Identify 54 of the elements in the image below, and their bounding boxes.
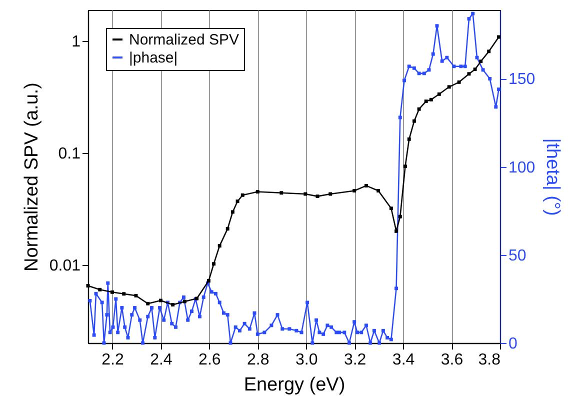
x-tick-label: 2.8	[247, 352, 270, 368]
point	[424, 100, 428, 104]
y2-axis-title: |theta| (°)	[542, 138, 564, 216]
point	[437, 92, 441, 96]
point	[98, 288, 102, 292]
x-tick-label: 3.6	[440, 352, 464, 368]
point	[364, 184, 368, 188]
point	[429, 98, 433, 102]
x-tick-label: 2.2	[102, 352, 124, 368]
y2-tick-label: 0	[508, 336, 518, 352]
point	[447, 85, 451, 89]
point	[280, 191, 284, 195]
point	[226, 227, 230, 231]
point	[352, 188, 356, 192]
y-tick-label: 0.01	[49, 257, 81, 274]
y2-tick-label: 50	[508, 247, 526, 264]
y2-tick-label: 100	[508, 159, 536, 176]
y-tick-label: 0.1	[58, 146, 81, 163]
x-tick-label: 3.2	[344, 352, 366, 368]
point	[230, 210, 234, 214]
point	[404, 164, 407, 168]
point	[218, 244, 222, 248]
x-axis-title: Energy (eV)	[244, 374, 346, 396]
point	[122, 292, 126, 296]
point	[467, 72, 471, 76]
point	[389, 206, 393, 210]
point	[407, 137, 411, 141]
point	[376, 188, 380, 192]
x-tick-label: 3.8	[478, 352, 501, 368]
legend-label: Normalized SPV	[129, 32, 240, 48]
point	[171, 302, 175, 306]
x-tick-label: 2.6	[198, 352, 221, 368]
point	[394, 229, 398, 233]
point	[417, 107, 421, 111]
point	[398, 214, 402, 218]
point	[487, 50, 491, 54]
point	[240, 193, 244, 197]
point	[146, 302, 150, 306]
point	[236, 200, 240, 204]
legend-label: |phase|	[129, 50, 178, 66]
point	[457, 80, 461, 84]
y-axis-title: Normalized SPV (a.u.)	[21, 82, 42, 272]
x-tick-label: 2.4	[150, 352, 172, 368]
point	[158, 298, 162, 302]
point	[479, 60, 483, 64]
point	[412, 119, 416, 123]
y2-tick-label: 150	[508, 71, 536, 88]
y-tick-label: 1	[72, 34, 81, 51]
point	[256, 190, 260, 194]
point	[473, 68, 477, 72]
x-tick-label: 3.0	[295, 352, 318, 368]
x-tick-label: 3.4	[392, 352, 415, 368]
point	[212, 262, 216, 266]
point	[110, 290, 114, 294]
